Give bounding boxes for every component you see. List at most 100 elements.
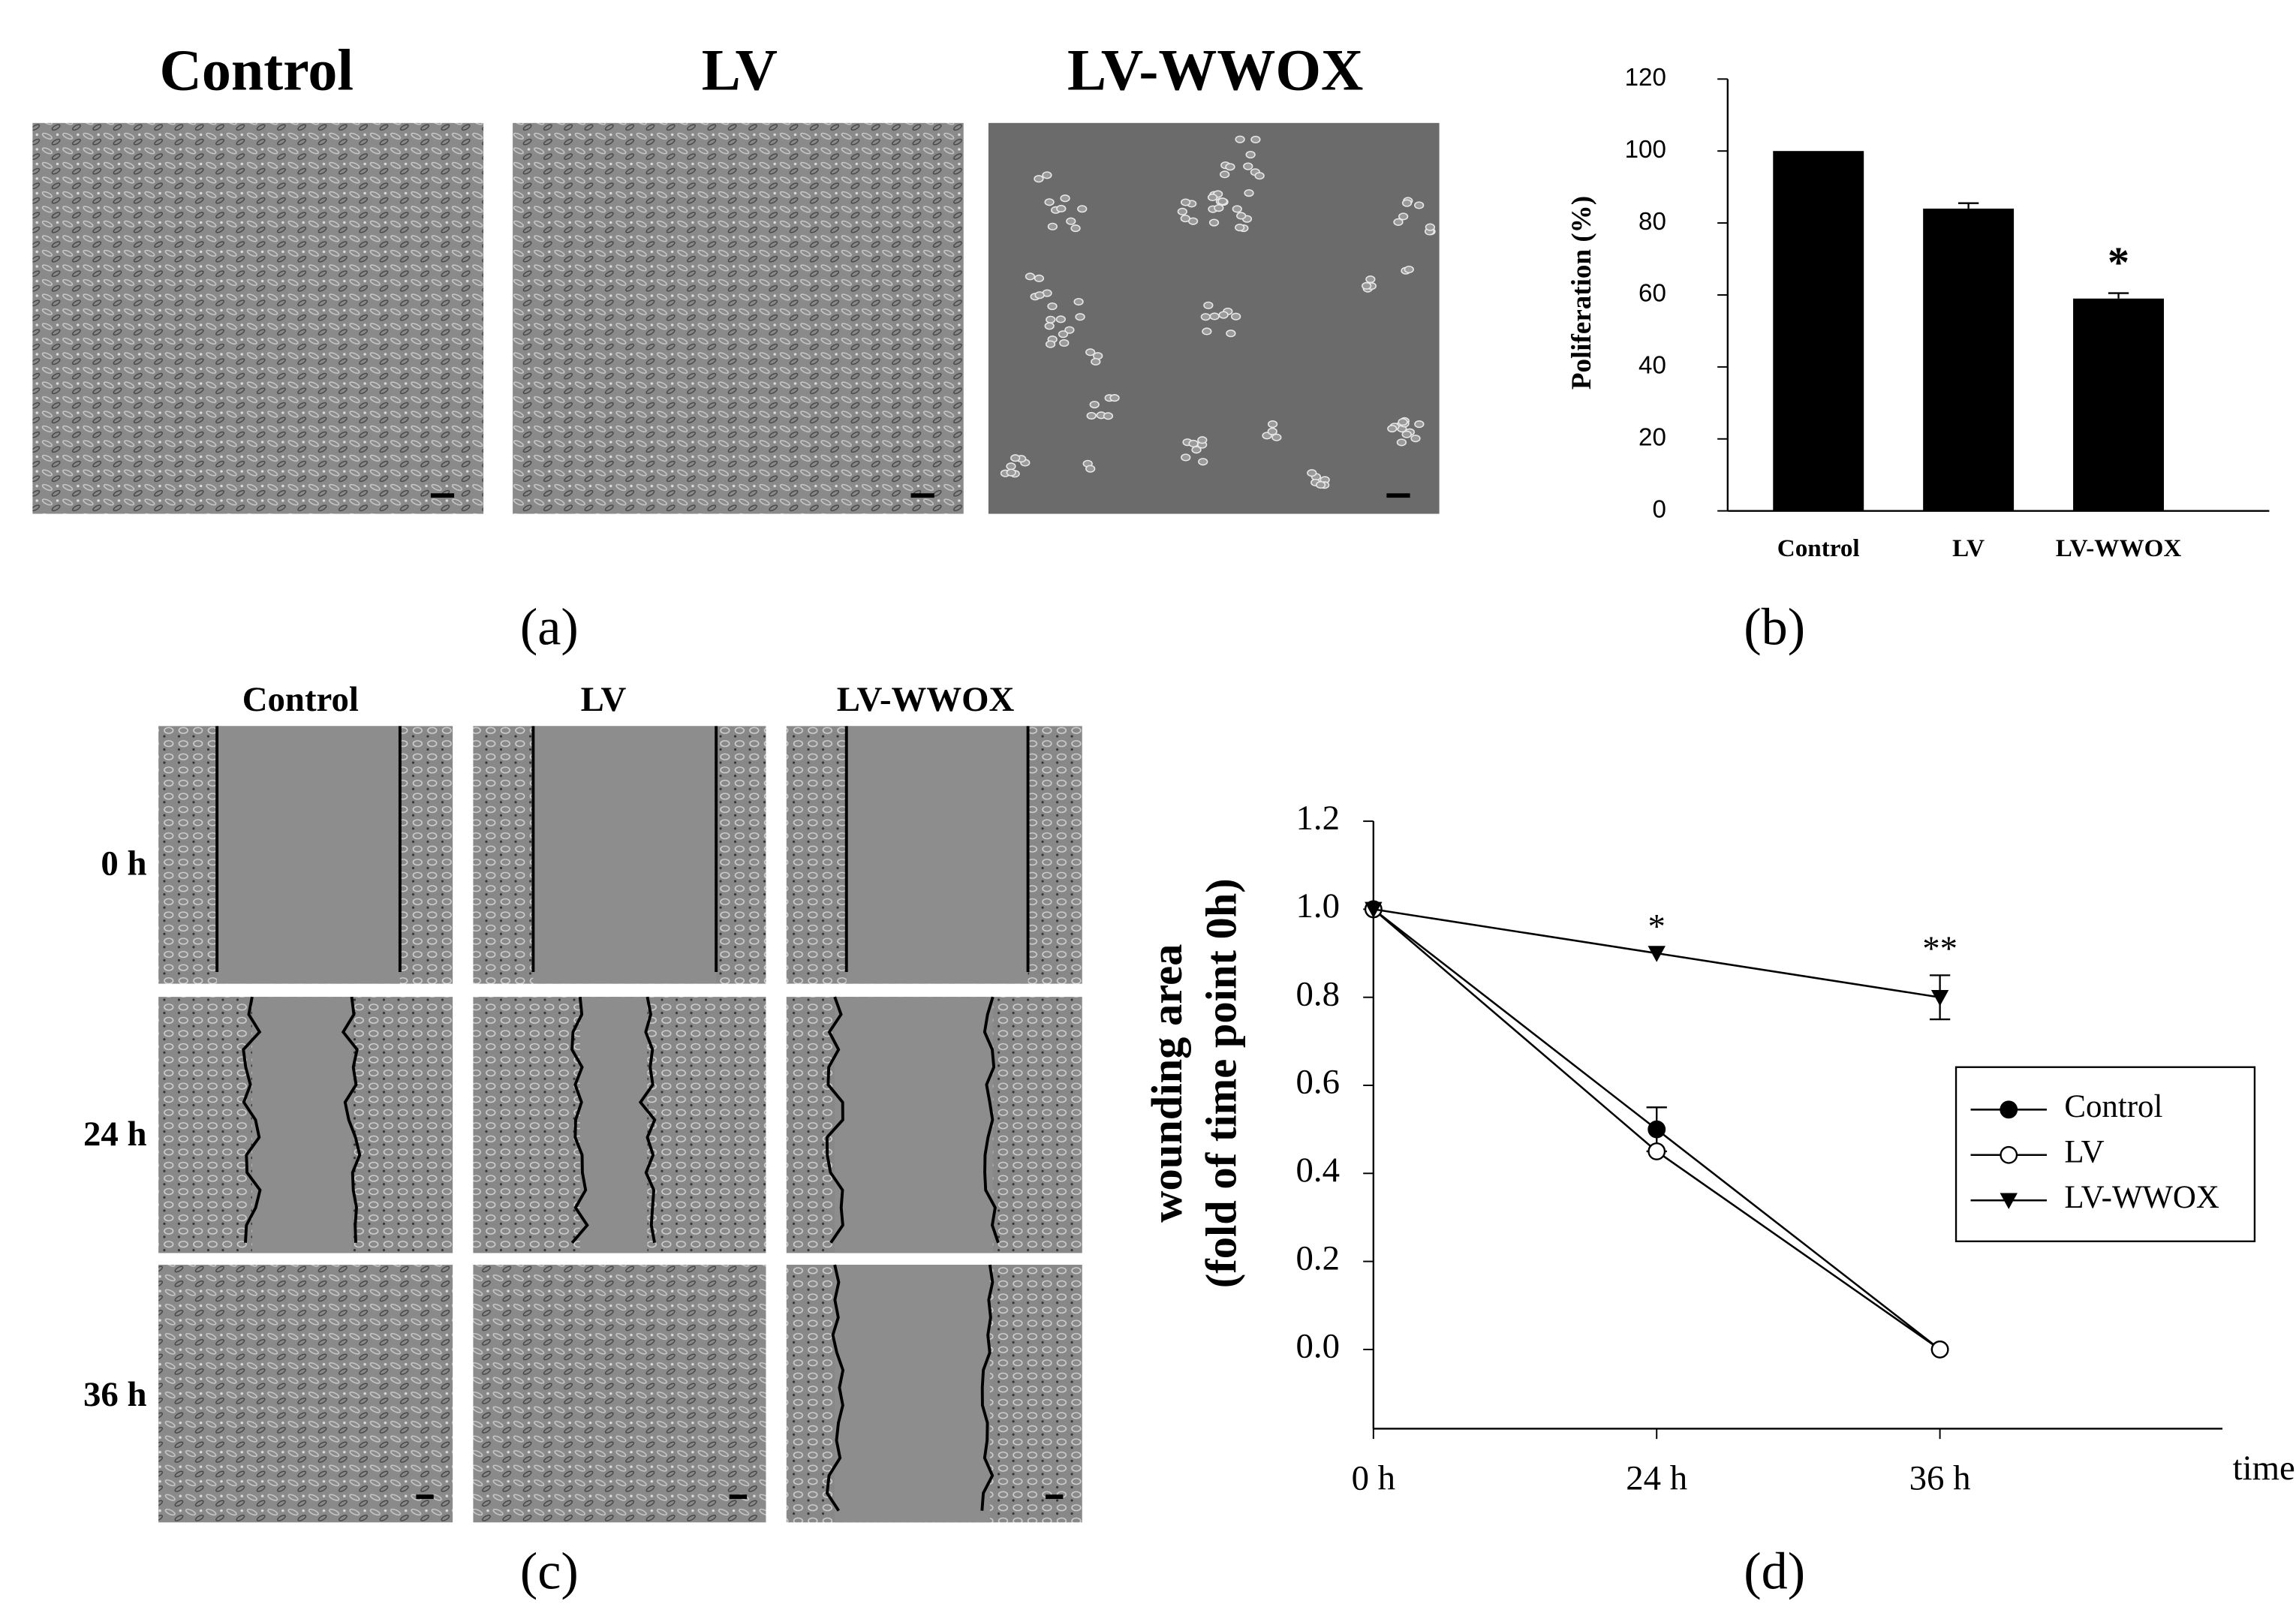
column-title: Control [242,680,359,719]
wound-edge [242,996,262,1243]
cell [1091,357,1101,366]
scale-bar [416,1494,434,1500]
wound-gap [251,997,352,1253]
cell [1401,430,1412,438]
annotation: ** [1922,929,1957,968]
panel-label: (a) [520,598,579,657]
marker [1648,1120,1666,1139]
cell [1180,215,1190,223]
cell [1034,175,1044,183]
column-title: LV-WWOX [837,680,1015,719]
cell [1214,204,1224,212]
marker [1930,989,1949,1007]
y-tick-label: 1.2 [1295,799,1340,838]
scale-bar [1045,1494,1064,1500]
cell [1085,465,1096,473]
wound-gap [835,1265,990,1523]
wound-gap [579,997,648,1253]
cell [1191,446,1202,454]
cell [1047,222,1058,230]
cell [1235,135,1245,143]
wound-gap [846,726,1028,984]
cell [1398,418,1408,426]
wound-edge [980,1264,995,1511]
x-tick-label: 24 h [1626,1458,1687,1497]
cell [1034,274,1045,282]
cell [1034,291,1045,299]
cell [1250,135,1261,143]
cell [1267,427,1277,435]
scale-bar [430,493,455,498]
cell [1207,193,1218,202]
cell [1006,468,1016,477]
cell [1006,462,1016,471]
cell [1042,171,1052,179]
cell [1414,201,1425,209]
cell [1180,198,1191,206]
wound-edge [825,1264,845,1512]
cell [1231,312,1241,320]
micrograph-title: LV-WWOX [1067,37,1363,102]
cell [1393,218,1404,226]
cell [1235,224,1245,232]
cell [1307,469,1317,477]
cell [1089,400,1100,409]
cell [1254,172,1265,180]
bar [2073,298,2164,511]
marker [1648,946,1666,962]
cell [1070,224,1081,233]
column-title: LV [581,680,627,719]
cell [1073,297,1084,306]
annotation: * [1648,907,1666,946]
bar [1773,151,1864,511]
cell [1177,207,1187,215]
micrograph-title: LV [702,37,778,102]
cell [1245,150,1256,159]
cell [1075,313,1085,321]
micrograph [158,1265,453,1523]
cell [1243,162,1253,170]
x-tick-label: Control [1777,534,1860,562]
y-tick-label: 0.4 [1295,1151,1340,1190]
row-label: 36 h [83,1375,147,1414]
panel-label: (d) [1744,1542,1805,1601]
cell [1047,302,1058,311]
cell [1058,330,1069,339]
y-tick-label: 0.2 [1295,1238,1340,1277]
y-tick-label: 60 [1638,280,1666,308]
cell [1396,438,1407,447]
cell [1271,433,1282,441]
y-tick-label: 1.0 [1295,886,1340,925]
y-tick-label: 120 [1625,64,1666,92]
cell [1197,436,1208,444]
cell [1209,312,1220,320]
wound-gap [533,726,717,984]
wound-edge [825,996,844,1244]
y-tick-label: 0 [1652,495,1666,523]
cell [1220,170,1230,179]
micrograph [473,1265,766,1523]
wound-gap [835,997,993,1253]
cell [1045,340,1056,348]
cell [1203,301,1214,309]
wound-edge [341,996,362,1243]
wound-edge [638,996,657,1244]
legend-label: Control [2064,1089,2162,1124]
cell [1244,189,1254,197]
cell [1109,394,1120,402]
y-axis-label: Poliferation (%) [1566,196,1597,390]
wound-edge [570,996,589,1244]
y-axis-label: (fold of time point 0h) [1196,878,1245,1288]
x-tick-label: LV [1952,534,1985,562]
cell [1025,272,1036,281]
cell [1055,315,1066,323]
scale-bar [729,1494,748,1500]
wound-edge [982,996,1000,1244]
y-tick-label: 0.8 [1295,974,1340,1013]
cell [1225,163,1235,171]
micrograph-title: Control [159,37,354,102]
cell [1064,326,1075,334]
cell [1010,454,1021,462]
y-axis-label: wounding area [1142,944,1191,1223]
